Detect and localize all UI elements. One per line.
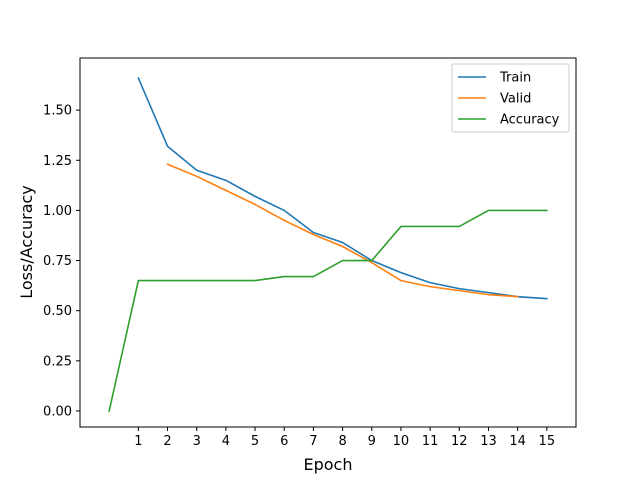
y-tick-label: 0.25 <box>43 354 72 369</box>
legend-label: Train <box>499 71 531 86</box>
y-tick-label: 1.50 <box>43 104 72 119</box>
x-tick-label: 7 <box>309 434 317 449</box>
x-tick-label: 8 <box>338 434 346 449</box>
x-tick-label: 6 <box>280 434 288 449</box>
x-tick-label: 10 <box>393 434 410 449</box>
x-tick-label: 15 <box>539 434 556 449</box>
x-tick-label: 4 <box>222 434 230 449</box>
x-tick-label: 2 <box>163 434 171 449</box>
series-line-accuracy <box>108 209 548 412</box>
y-tick-label: 0.50 <box>43 304 72 319</box>
x-tick-label: 5 <box>251 434 259 449</box>
x-tick-label: 11 <box>422 434 439 449</box>
x-tick-label: 14 <box>509 434 526 449</box>
series-line-valid <box>166 163 519 298</box>
x-axis-label: Epoch <box>304 455 353 474</box>
y-tick-label: 0.00 <box>43 404 72 419</box>
legend-label: Valid <box>500 92 531 107</box>
y-tick-label: 1.25 <box>43 154 72 169</box>
y-axis-ticks: 0.00 0.25 0.50 0.75 1.00 1.25 1.50 <box>43 104 80 419</box>
y-tick-label: 1.00 <box>43 204 72 219</box>
x-tick-label: 13 <box>480 434 497 449</box>
legend-box <box>451 63 570 133</box>
x-tick-label: 12 <box>451 434 468 449</box>
y-axis-label: Loss/Accuracy <box>17 185 36 299</box>
legend: Train Valid Accuracy <box>451 63 570 133</box>
series-line-train <box>137 76 548 300</box>
legend-label: Accuracy <box>500 113 560 128</box>
x-axis-ticks: 1 2 3 4 5 6 7 8 9 10 11 12 13 14 15 <box>134 427 555 449</box>
y-tick-label: 0.75 <box>43 254 72 269</box>
series-lines <box>108 76 548 412</box>
x-tick-label: 1 <box>134 434 142 449</box>
x-tick-label: 9 <box>368 434 376 449</box>
x-tick-label: 3 <box>193 434 201 449</box>
